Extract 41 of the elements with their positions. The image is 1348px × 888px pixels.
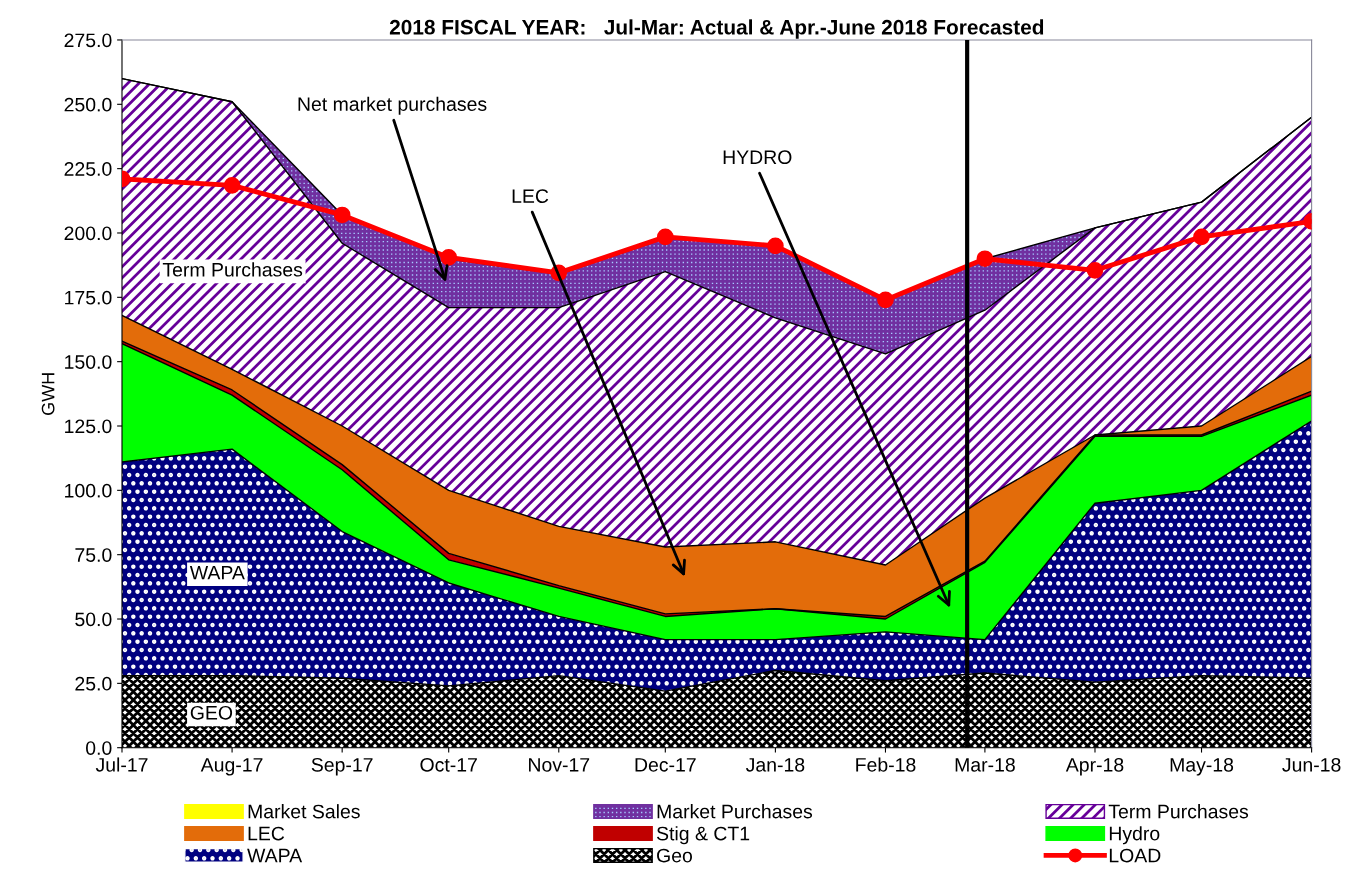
- legend-label: Geo: [657, 848, 692, 863]
- y-tick-label: 225.0: [64, 162, 112, 176]
- x-tick-label: Nov-17: [529, 758, 590, 772]
- y-tick-label: 150.0: [65, 355, 112, 369]
- y-tick-label: 25.0: [75, 676, 112, 691]
- legend-label: Hydro: [1109, 826, 1160, 845]
- x-tick-label: Aug-17: [200, 758, 263, 776]
- annotation: Net market purchases: [298, 96, 487, 115]
- legend-label: Market Sales: [248, 804, 360, 819]
- x-tick-label: Jun-18: [1282, 757, 1341, 772]
- y-tick-label: 75.0: [75, 548, 112, 562]
- y-tick-label: 0.0: [86, 741, 112, 755]
- legend-label: Stig & CT1: [656, 826, 750, 845]
- chart-title: 2018 FISCAL YEAR: Jul-Mar: Actual & Apr.-June 2018 Forecasted: [389, 19, 1044, 39]
- legend-label: Market Purchases: [657, 804, 813, 819]
- y-tick-label: 50.0: [75, 612, 112, 627]
- annotation: HYDRO: [723, 150, 792, 165]
- y-tick-label: 200.0: [64, 226, 112, 241]
- annotation: LEC: [512, 189, 549, 203]
- x-tick-label: Jul-17: [95, 757, 148, 772]
- x-tick-label: Feb-18: [856, 757, 916, 772]
- x-tick-label: Apr-18: [1065, 757, 1124, 776]
- legend-label: WAPA: [247, 848, 303, 863]
- annotation: WAPA: [189, 565, 245, 580]
- legend-label: Term Purchases: [1108, 804, 1249, 819]
- x-tick-label: Mar-18: [955, 757, 1015, 772]
- legend-label: LEC: [248, 826, 285, 841]
- y-tick-label: 125.0: [65, 419, 112, 434]
- x-tick-label: Dec-17: [635, 758, 696, 772]
- y-axis-title: GWH: [41, 373, 55, 415]
- legend-label: LOAD: [1109, 848, 1161, 863]
- y-tick-label: 250.0: [64, 97, 112, 112]
- y-tick-label: 275.0: [64, 33, 112, 48]
- annotation: GEO: [190, 705, 233, 720]
- x-tick-label: Jan-18: [745, 757, 805, 772]
- x-tick-label: May-18: [1170, 757, 1234, 776]
- annotation: Term Purchases: [162, 262, 303, 277]
- x-tick-label: Sep-17: [311, 757, 373, 776]
- y-tick-label: 100.0: [65, 483, 112, 498]
- y-tick-label: 175.0: [65, 290, 112, 305]
- x-tick-label: Oct-17: [420, 757, 477, 772]
